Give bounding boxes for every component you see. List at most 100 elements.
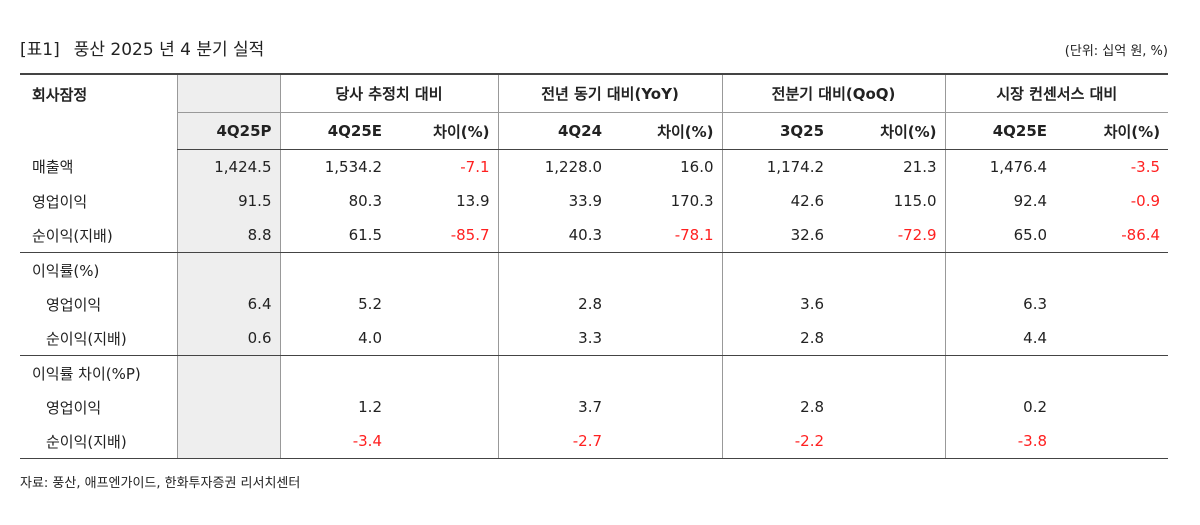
- empty-cell: [721, 252, 833, 287]
- value-cell: 2.8: [721, 321, 833, 356]
- data-row: 순이익(지배) 0.6 4.0 3.3 2.8 4.4: [20, 321, 1169, 356]
- empty-cell: [390, 390, 498, 424]
- empty-cell: [832, 356, 945, 391]
- value-cell: 4.4: [944, 321, 1056, 356]
- sub-header: 4Q25P: [176, 112, 280, 150]
- value-cell: -3.8: [944, 424, 1056, 459]
- value-cell: 33.9: [497, 184, 611, 218]
- value-cell: 3.3: [497, 321, 611, 356]
- group-title: 이익률 차이(%P): [32, 364, 141, 383]
- empty-cell: [1055, 287, 1168, 321]
- empty-cell: [832, 253, 945, 288]
- empty-cell: [1055, 424, 1169, 459]
- value-cell: 42.6: [721, 184, 833, 218]
- empty-cell: [279, 252, 390, 287]
- value-cell: -86.4: [1055, 218, 1169, 253]
- group-header: 당사 추정치 대비: [279, 73, 499, 113]
- empty-cell: [832, 287, 945, 321]
- value-cell: -2.2: [721, 424, 833, 459]
- empty-cell: [390, 287, 498, 321]
- group-header: 전년 동기 대비(YoY): [497, 73, 723, 113]
- empty-cell: [390, 321, 499, 356]
- subheader-row: 4Q25P 4Q25E 차이(%) 4Q24 차이(%) 3Q25 차이(%) 4Q25E 차이…: [20, 112, 1169, 150]
- data-row: 순이익(지배) -3.4 -2.7 -2.2 -3.8: [20, 424, 1169, 459]
- value-cell: 8.8: [176, 218, 280, 253]
- empty-cell: [176, 390, 280, 424]
- value-cell: 13.9: [456, 192, 490, 210]
- value-cell: 21.3: [903, 158, 937, 176]
- value-cell: 65.0: [944, 218, 1056, 253]
- row-label: 순이익(지배): [20, 321, 177, 356]
- value-cell: 3.7: [497, 390, 611, 424]
- data-row: 영업이익 1.2 3.7 2.8 0.2: [20, 390, 1168, 424]
- unit-note: (단위: 십억 원, %): [1064, 44, 1168, 59]
- blank-cell: [176, 73, 280, 113]
- group-header: 전분기 대비(QoQ): [721, 73, 946, 113]
- sub-header: 차이(%): [390, 112, 499, 150]
- empty-cell: [1055, 321, 1169, 356]
- empty-cell: [610, 253, 722, 288]
- sub-header: 차이(%): [610, 112, 723, 150]
- row-label: 영업이익: [46, 295, 102, 314]
- value-cell: 32.6: [721, 218, 833, 253]
- empty-cell: [832, 390, 945, 424]
- header-row: 회사잠정 당사 추정치 대비 전년 동기 대비(YoY) 전분기 대비(QoQ) 시장 …: [20, 73, 1169, 150]
- empty-cell: [176, 355, 280, 390]
- value-cell: 1,476.4: [944, 149, 1056, 184]
- value-cell: 6.3: [944, 287, 1056, 321]
- value-cell: 1,228.0: [497, 149, 611, 184]
- value-cell: -85.7: [390, 218, 499, 253]
- value-cell: -78.1: [610, 218, 723, 253]
- empty-cell: [1055, 356, 1168, 391]
- value-cell: 1,424.5: [176, 149, 280, 184]
- table-tag: [표1]: [20, 40, 60, 60]
- value-cell: 2.8: [497, 287, 611, 321]
- row-label: 순이익(지배): [20, 424, 177, 459]
- value-cell: 16.0: [680, 158, 714, 176]
- group-title: 이익률(%): [32, 261, 100, 280]
- empty-cell: [944, 252, 1056, 287]
- sub-header: 3Q25: [721, 112, 833, 150]
- empty-cell: [497, 252, 611, 287]
- value-cell: 4.0: [279, 321, 390, 356]
- value-cell: -2.7: [497, 424, 611, 459]
- empty-cell: [176, 424, 280, 459]
- value-cell: 3.6: [721, 287, 833, 321]
- sub-header: 차이(%): [832, 112, 946, 150]
- empty-cell: [610, 287, 722, 321]
- empty-cell: [832, 321, 946, 356]
- value-cell: 1,174.2: [721, 149, 833, 184]
- empty-cell: [390, 356, 498, 391]
- data-row: 영업이익 91.5 80.3 13.9 33.9 170.3 42.6 115.0 92.4 -0…: [20, 184, 1168, 218]
- value-cell: 0.2: [944, 390, 1056, 424]
- empty-cell: [944, 355, 1056, 390]
- empty-cell: [390, 424, 499, 459]
- value-cell: 91.5: [176, 184, 280, 218]
- empty-cell: [832, 424, 946, 459]
- data-row: 매출액 1,424.5 1,534.2 -7.1 1,228.0 16.0 1,174.2 2…: [20, 149, 1168, 184]
- row-label: 순이익(지배): [20, 218, 177, 253]
- empty-cell: [610, 390, 722, 424]
- value-cell: -3.5: [1130, 158, 1161, 176]
- results-table: 회사잠정 당사 추정치 대비 전년 동기 대비(YoY) 전분기 대비(QoQ) 시장 …: [20, 73, 1169, 459]
- group-title-row: 이익률 차이(%P): [20, 355, 1168, 391]
- empty-cell: [1055, 253, 1168, 288]
- value-cell: -0.9: [1130, 192, 1161, 210]
- row-label: 영업이익: [46, 398, 102, 417]
- empty-cell: [610, 321, 723, 356]
- value-cell: 40.3: [497, 218, 611, 253]
- value-cell: 2.8: [721, 390, 833, 424]
- source-note: 자료: 풍산, 애프엔가이드, 한화투자증권 리서치센터: [20, 476, 301, 491]
- empty-cell: [721, 355, 833, 390]
- value-cell: 115.0: [893, 192, 937, 210]
- table-title: 풍산 2025 년 4 분기 실적: [73, 40, 265, 60]
- data-row: 영업이익 6.4 5.2 2.8 3.6 6.3: [20, 287, 1168, 321]
- value-cell: 1.2: [279, 390, 390, 424]
- empty-cell: [176, 252, 280, 287]
- empty-cell: [279, 355, 390, 390]
- sub-header: 차이(%): [1055, 112, 1169, 150]
- value-cell: -7.1: [460, 158, 490, 176]
- value-cell: -72.9: [832, 218, 946, 253]
- sub-header: 4Q25E: [944, 112, 1056, 150]
